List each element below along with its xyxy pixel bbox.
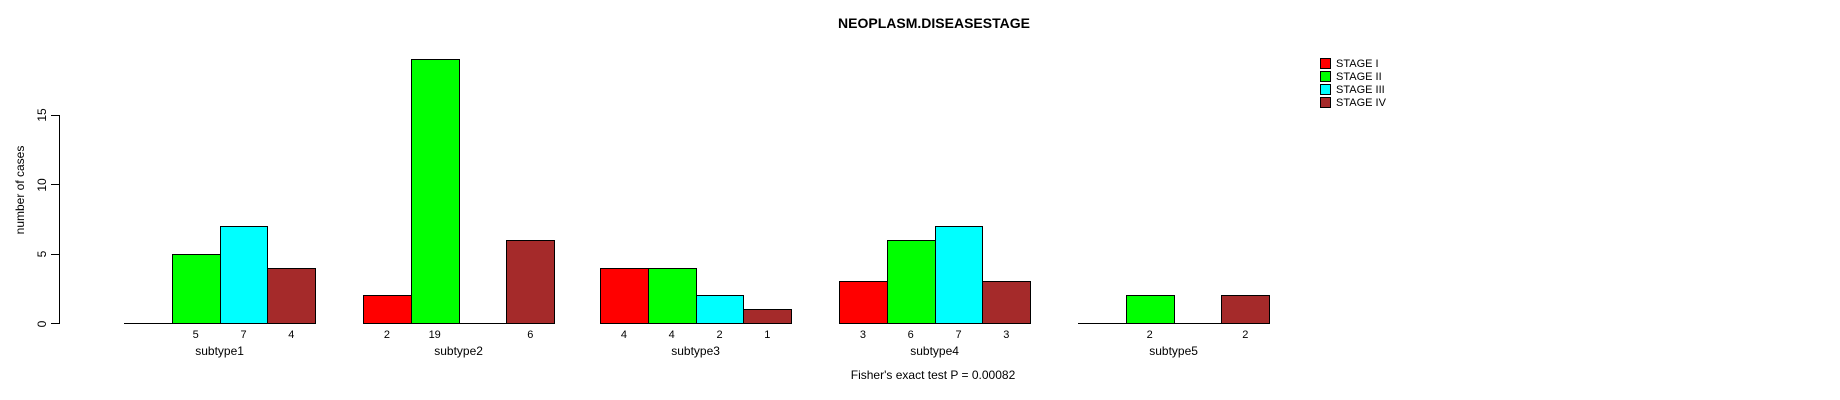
x-axis-category-label: subtype2 [434, 344, 483, 358]
y-axis-tick-label: 0 [35, 320, 49, 327]
bar-value-label: 2 [383, 329, 390, 341]
legend-swatch-icon [1320, 97, 1331, 108]
bar-subtype3-stage-ii [647, 267, 697, 324]
legend-swatch-icon [1320, 71, 1331, 82]
bar-subtype5-stage-iv [1221, 295, 1271, 324]
bar-value-label: 4 [620, 329, 627, 341]
legend-label: STAGE III [1336, 83, 1385, 96]
bar-subtype2-stage-iv [506, 239, 556, 324]
bar-value-label: 7 [955, 329, 962, 341]
x-axis-category-label: subtype4 [910, 344, 959, 358]
chart-title: NEOPLASM.DISEASESTAGE [838, 15, 1030, 31]
legend-label: STAGE IV [1336, 96, 1386, 109]
bar-value-label: 2 [1242, 329, 1249, 341]
legend-label: STAGE I [1336, 57, 1379, 70]
bar-subtype1-stage-ii [171, 253, 221, 324]
bar-value-label: 5 [192, 329, 199, 341]
bar-subtype2-stage-i [363, 295, 412, 324]
y-axis-tick-label: 10 [35, 178, 49, 192]
bar-subtype4-stage-iii [934, 225, 984, 324]
legend-item: STAGE IV [1320, 96, 1386, 109]
bar-value-label: 7 [240, 329, 247, 341]
bar-value-label: 3 [859, 329, 866, 341]
bar-subtype1-stage-iii [219, 225, 269, 324]
bar-subtype3-stage-iii [695, 295, 745, 324]
legend-swatch-icon [1320, 84, 1331, 95]
legend-item: STAGE I [1320, 57, 1386, 70]
y-axis-tick [51, 253, 59, 255]
y-axis-tick-label: 5 [35, 250, 49, 258]
legend-label: STAGE II [1336, 70, 1382, 83]
bar-value-label: 1 [764, 329, 771, 341]
fisher-test-annotation: Fisher's exact test P = 0.00082 [850, 368, 1016, 382]
x-axis-category-label: subtype3 [671, 344, 720, 358]
bar-subtype1-stage-iv [267, 267, 317, 324]
y-axis-tick [51, 114, 59, 116]
x-axis-category-label: subtype5 [1149, 344, 1198, 358]
bar-subtype4-stage-i [839, 281, 888, 324]
bar-subtype5-stage-ii [1125, 295, 1175, 324]
legend-item: STAGE III [1320, 83, 1386, 96]
legend: STAGE I STAGE II STAGE III STAGE IV [1320, 57, 1386, 109]
bar-subtype4-stage-ii [886, 239, 936, 324]
y-axis-tick [51, 323, 59, 324]
y-axis-tick-label: 15 [35, 108, 49, 123]
bar-value-label: 4 [288, 329, 295, 341]
bar-value-label: 6 [527, 329, 534, 341]
bar-subtype3-stage-iv [743, 309, 793, 324]
bar-subtype4-stage-iv [982, 281, 1032, 324]
x-axis-category-label: subtype1 [195, 344, 244, 358]
y-axis-line [59, 114, 60, 324]
bar-subtype2-stage-ii [410, 59, 460, 324]
bar-value-label: 6 [907, 329, 914, 341]
bar-value-label: 4 [668, 329, 675, 341]
y-axis-tick [51, 184, 59, 186]
bar-value-label: 2 [1146, 329, 1153, 341]
bar-subtype3-stage-i [600, 267, 649, 324]
bar-value-label: 19 [428, 329, 441, 341]
legend-item: STAGE II [1320, 70, 1386, 83]
legend-swatch-icon [1320, 58, 1331, 69]
bar-value-label: 2 [716, 329, 723, 341]
bar-value-label: 3 [1003, 329, 1010, 341]
